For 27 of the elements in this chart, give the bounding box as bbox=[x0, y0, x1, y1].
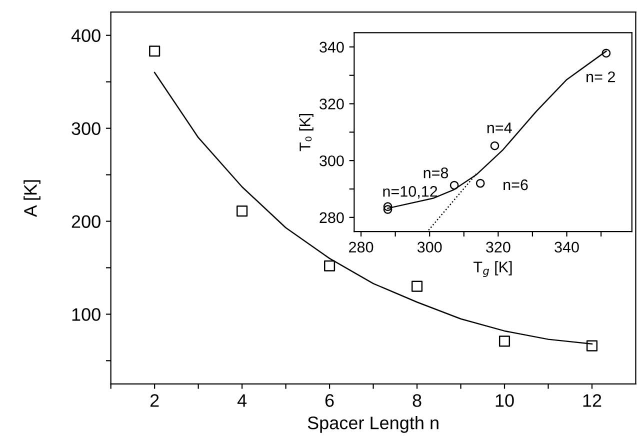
y-tick-label: 400 bbox=[71, 29, 100, 42]
annotation: n=6 bbox=[504, 179, 528, 190]
y-tick-label: 200 bbox=[72, 215, 100, 228]
y-tick-label: 300 bbox=[72, 122, 100, 136]
y-tick-label: 300 bbox=[320, 155, 344, 166]
x-tick-label: 4 bbox=[237, 394, 247, 407]
x-tick-label: 2 bbox=[150, 394, 159, 407]
x-tick-label: 340 bbox=[554, 242, 579, 253]
x-tick-label: 320 bbox=[486, 242, 510, 253]
x-axis-title: Spacer Length n bbox=[308, 416, 438, 433]
x-tick-label: 280 bbox=[349, 242, 374, 253]
annotation: n=4 bbox=[487, 122, 512, 134]
y-axis-title: A [K] bbox=[24, 180, 40, 218]
y-tick-label: 340 bbox=[320, 42, 344, 53]
annotation: n= 2 bbox=[586, 71, 615, 82]
annotation: n=10,12 bbox=[383, 186, 438, 199]
y-axis-title: T₀ [K] bbox=[299, 114, 314, 152]
y-tick-label: 100 bbox=[72, 308, 100, 321]
x-tick-label: 10 bbox=[496, 394, 514, 407]
annotation: n=8 bbox=[424, 167, 448, 178]
y-tick-label: 280 bbox=[320, 212, 344, 224]
x-tick-label: 6 bbox=[325, 394, 334, 407]
x-tick-label: 8 bbox=[412, 394, 422, 407]
x-tick-label: 300 bbox=[417, 242, 442, 253]
x-axis-title: T$_{g}$ [K] bbox=[474, 261, 512, 277]
x-tick-label: 12 bbox=[583, 394, 602, 407]
y-tick-label: 320 bbox=[320, 98, 344, 110]
